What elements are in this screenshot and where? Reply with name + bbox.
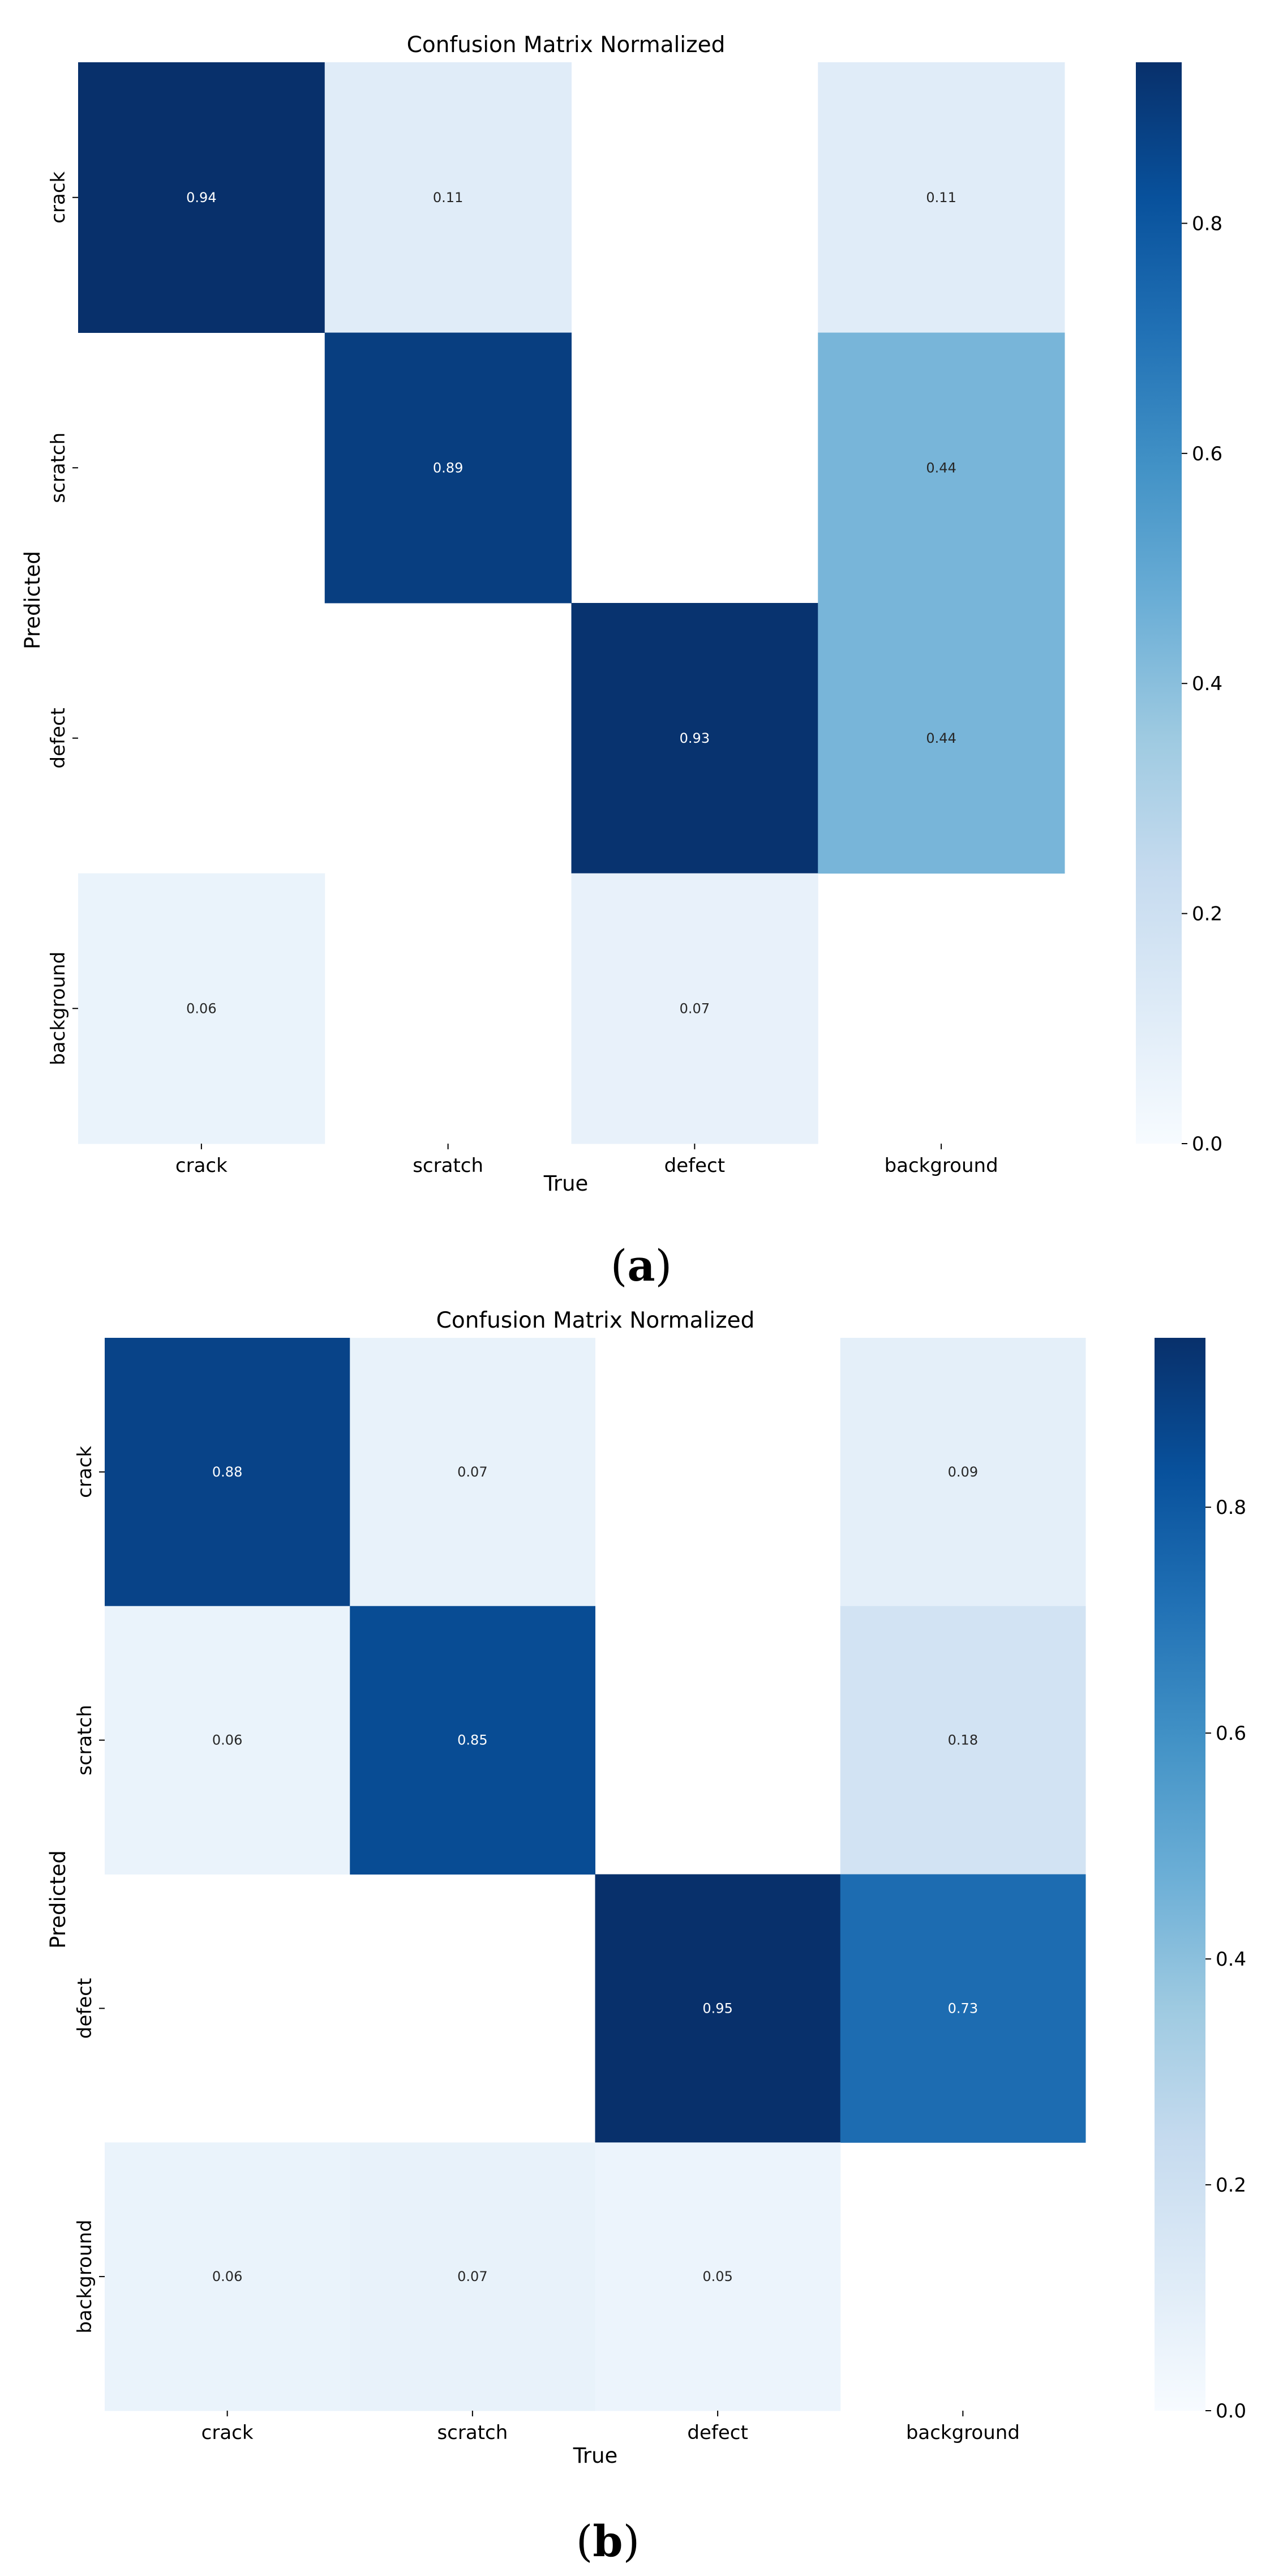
cell-value-label: 0.06 [212, 1732, 242, 1748]
heatmap-cell-labels: 0.88 0.07 0.09 0.06 0.85 0.18 0.95 0.73 0.06 0.07… [212, 1464, 978, 2284]
y-tick-label: crack [74, 1446, 96, 1498]
cell-value-label: 0.11 [926, 190, 956, 206]
chart-title: Confusion Matrix Normalized [436, 1308, 755, 1333]
y-tick-label: defect [74, 1978, 96, 2039]
heatmap-cell [595, 2142, 841, 2411]
panel-label: (a) [611, 1240, 672, 1291]
cell-value-label: 0.07 [680, 1000, 710, 1016]
heatmap-cell [818, 332, 1065, 604]
colorbar-tick-label: 0.2 [1192, 903, 1222, 926]
colorbar-gradient [1136, 62, 1182, 1144]
cell-value-label: 0.11 [433, 190, 463, 206]
heatmap-cell [818, 62, 1065, 333]
heatmap-cells [78, 62, 1065, 1144]
x-axis: crack scratch defect background [201, 2411, 1020, 2444]
heatmap-cell [78, 62, 325, 333]
x-tick-label: background [885, 1154, 998, 1177]
cell-value-label: 0.88 [212, 1464, 242, 1480]
heatmap-cell-labels: 0.94 0.11 0.11 0.89 0.44 0.93 0.44 0.06 0.07 [186, 190, 956, 1017]
y-tick-label: scratch [74, 1705, 96, 1775]
heatmap-cell [840, 1606, 1086, 1875]
heatmap-cell [105, 1606, 350, 1875]
cell-value-label: 0.06 [186, 1000, 216, 1016]
y-tick-label: background [74, 2220, 96, 2334]
y-tick-label: crack [47, 171, 70, 223]
heatmap-cell [818, 603, 1065, 874]
y-axis: crack scratch defect background [74, 1446, 105, 2334]
heatmap-cells [105, 1338, 1086, 2411]
colorbar-gradient [1155, 1338, 1205, 2411]
heatmap-cell [350, 1606, 595, 1875]
cell-value-label: 0.85 [457, 1732, 487, 1748]
cell-value-label: 0.94 [186, 190, 216, 206]
heatmap-cell [350, 2142, 595, 2411]
colorbar-tick-label: 0.0 [1216, 2400, 1246, 2423]
x-tick-label: scratch [437, 2421, 508, 2444]
x-tick-label: crack [175, 1154, 228, 1177]
cell-value-label: 0.18 [948, 1732, 978, 1748]
y-axis-label: Predicted [20, 551, 45, 649]
cell-value-label: 0.07 [457, 2269, 487, 2284]
colorbar: 0.0 0.2 0.4 0.6 0.8 [1155, 1338, 1246, 2423]
colorbar-tick-label: 0.2 [1216, 2174, 1246, 2197]
x-tick-label: defect [687, 2421, 748, 2444]
cell-value-label: 0.89 [433, 460, 463, 476]
x-tick-label: background [906, 2421, 1020, 2444]
cell-value-label: 0.73 [948, 2000, 978, 2016]
cell-value-label: 0.93 [680, 730, 710, 746]
colorbar-tick-label: 0.8 [1216, 1496, 1246, 1519]
colorbar-tick-label: 0.0 [1192, 1133, 1222, 1156]
x-tick-label: crack [201, 2421, 254, 2444]
panel-letter: a [627, 1240, 655, 1291]
y-tick-label: defect [47, 708, 70, 768]
panel-label: (b) [576, 2516, 640, 2566]
y-tick-label: scratch [47, 433, 70, 503]
x-axis-label: True [573, 2444, 618, 2468]
heatmap-cell [840, 1874, 1086, 2143]
cell-value-label: 0.07 [457, 1464, 487, 1480]
heatmap-cell [350, 1338, 595, 1607]
heatmap-cell [571, 873, 818, 1144]
colorbar-tick-label: 0.6 [1192, 443, 1222, 465]
heatmap-cell [595, 1874, 841, 2143]
x-axis: crack scratch defect background [175, 1144, 998, 1177]
cell-value-label: 0.95 [702, 2000, 732, 2016]
heatmap-cell [105, 1338, 350, 1607]
colorbar-tick-label: 0.4 [1192, 673, 1222, 695]
y-axis: crack scratch defect background [47, 171, 78, 1066]
heatmap-cell [324, 62, 572, 333]
cell-value-label: 0.06 [212, 2269, 242, 2284]
colorbar-tick-label: 0.6 [1216, 1722, 1246, 1745]
heatmap-cell [324, 332, 572, 604]
cell-value-label: 0.09 [948, 1464, 978, 1480]
x-axis-label: True [543, 1171, 589, 1196]
x-tick-label: defect [664, 1154, 725, 1177]
colorbar-tick-label: 0.8 [1192, 212, 1222, 235]
heatmap-cell [78, 873, 325, 1144]
heatmap-cell [571, 603, 818, 874]
y-axis-label: Predicted [46, 1850, 70, 1949]
colorbar: 0.0 0.2 0.4 0.6 0.8 [1136, 62, 1222, 1156]
heatmap-cell [840, 1338, 1086, 1607]
heatmap-cell [105, 2142, 350, 2411]
x-tick-label: scratch [413, 1154, 483, 1177]
y-tick-label: background [47, 952, 70, 1066]
cell-value-label: 0.44 [926, 730, 956, 746]
confusion-matrix-panel-a: Confusion Matrix Normalized 0.94 0.11 0.11… [20, 32, 1222, 1291]
confusion-matrix-panel-b: Confusion Matrix Normalized 0.88 0.07 0.09… [46, 1308, 1246, 2566]
cell-value-label: 0.44 [926, 460, 956, 476]
chart-title: Confusion Matrix Normalized [407, 32, 726, 58]
panel-letter: b [593, 2516, 623, 2566]
cell-value-label: 0.05 [702, 2269, 732, 2284]
colorbar-tick-label: 0.4 [1216, 1948, 1246, 1971]
